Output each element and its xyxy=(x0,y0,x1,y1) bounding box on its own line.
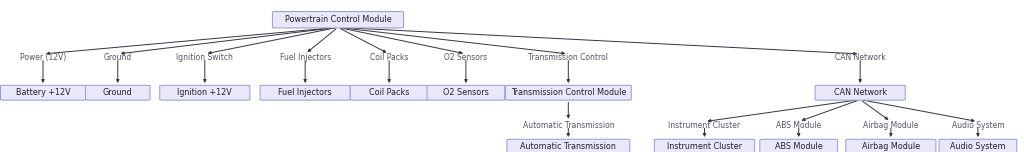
Text: Power (12V): Power (12V) xyxy=(19,53,67,62)
Text: ABS Module: ABS Module xyxy=(776,121,821,130)
Text: Fuel Injectors: Fuel Injectors xyxy=(279,88,332,97)
FancyBboxPatch shape xyxy=(350,85,428,100)
FancyBboxPatch shape xyxy=(760,139,838,152)
Text: Airbag Module: Airbag Module xyxy=(863,121,919,130)
Text: Airbag Module: Airbag Module xyxy=(862,142,920,151)
Text: O2 Sensors: O2 Sensors xyxy=(443,88,488,97)
Text: Battery +12V: Battery +12V xyxy=(15,88,71,97)
Text: CAN Network: CAN Network xyxy=(834,88,887,97)
FancyBboxPatch shape xyxy=(86,85,151,100)
Text: Audio System: Audio System xyxy=(950,142,1006,151)
FancyBboxPatch shape xyxy=(846,139,936,152)
FancyBboxPatch shape xyxy=(272,12,403,28)
Text: Coil Packs: Coil Packs xyxy=(370,53,409,62)
Text: Automatic Transmission: Automatic Transmission xyxy=(520,142,616,151)
Text: Instrument Cluster: Instrument Cluster xyxy=(669,121,740,130)
Text: Transmission Control: Transmission Control xyxy=(528,53,608,62)
FancyBboxPatch shape xyxy=(507,139,630,152)
FancyBboxPatch shape xyxy=(1,85,85,100)
Text: Automatic Transmission: Automatic Transmission xyxy=(522,121,614,130)
FancyBboxPatch shape xyxy=(939,139,1017,152)
Text: Ground: Ground xyxy=(103,88,132,97)
Text: Powertrain Control Module: Powertrain Control Module xyxy=(285,15,391,24)
FancyBboxPatch shape xyxy=(506,85,631,100)
FancyBboxPatch shape xyxy=(815,85,905,100)
FancyBboxPatch shape xyxy=(654,139,755,152)
Text: O2 Sensors: O2 Sensors xyxy=(444,53,487,62)
Text: Fuel Injectors: Fuel Injectors xyxy=(280,53,331,62)
Text: CAN Network: CAN Network xyxy=(835,53,886,62)
FancyBboxPatch shape xyxy=(427,85,505,100)
Text: Instrument Cluster: Instrument Cluster xyxy=(667,142,742,151)
Text: Ignition Switch: Ignition Switch xyxy=(176,53,233,62)
Text: Transmission Control Module: Transmission Control Module xyxy=(511,88,626,97)
Text: Coil Packs: Coil Packs xyxy=(369,88,410,97)
Text: ABS Module: ABS Module xyxy=(775,142,822,151)
FancyBboxPatch shape xyxy=(160,85,250,100)
Text: Ignition +12V: Ignition +12V xyxy=(177,88,232,97)
FancyBboxPatch shape xyxy=(260,85,350,100)
Text: Audio System: Audio System xyxy=(951,121,1005,130)
Text: Ground: Ground xyxy=(103,53,132,62)
